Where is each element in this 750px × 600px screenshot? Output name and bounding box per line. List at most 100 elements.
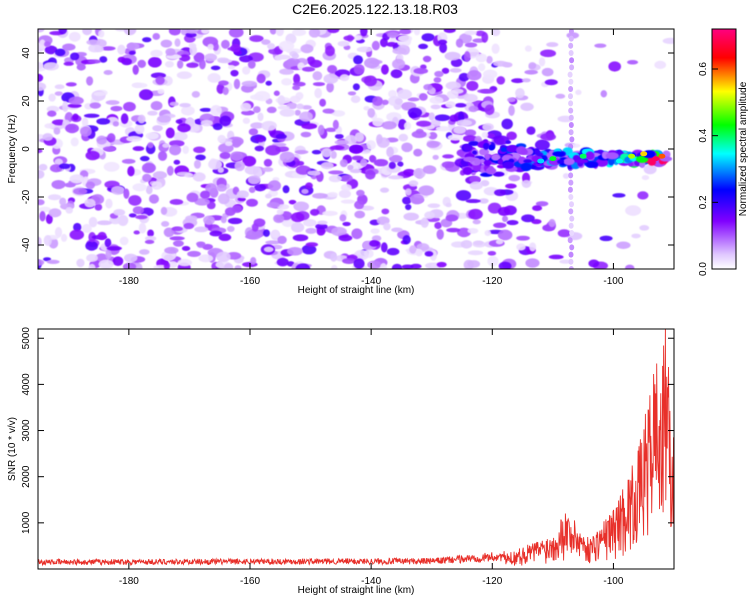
heatmap-noise-cell bbox=[141, 162, 156, 173]
heatmap-noise-cell bbox=[275, 29, 284, 37]
heatmap-noise-cell bbox=[281, 78, 293, 86]
heatmap-noise-cell bbox=[277, 105, 290, 110]
heatmap-noise-cell bbox=[538, 57, 546, 67]
heatmap-noise-cell bbox=[432, 154, 439, 160]
heatmap-noise-cell bbox=[305, 242, 319, 247]
heatmap-noise-cell bbox=[325, 45, 335, 57]
heatmap-noise-cell bbox=[463, 51, 471, 62]
heatmap-noise-cell bbox=[420, 217, 429, 228]
heatmap-noise-cell bbox=[416, 243, 430, 251]
snr-chart: -180 -160 -140 -120 -100 1000 2000 3000 4000 500… bbox=[7, 327, 675, 596]
heatmap-noise-cell bbox=[386, 247, 400, 256]
snr-y-axis-label: SNR (10 * v/v) bbox=[7, 417, 18, 481]
heatmap-noise-cell bbox=[89, 102, 101, 109]
heatmap-noise-cell bbox=[201, 29, 210, 34]
heatmap-noise-cell bbox=[59, 197, 67, 206]
heatmap-noise-cell bbox=[177, 123, 191, 133]
heatmap-noise-cell bbox=[360, 29, 368, 37]
heatmap-noise-cell bbox=[292, 234, 309, 242]
heatmap-noise-cell bbox=[155, 76, 165, 85]
heatmap-noise-cell bbox=[195, 154, 206, 161]
heatmap-noise-cell bbox=[339, 159, 348, 168]
heatmap-noise-cell bbox=[65, 123, 79, 134]
heatmap-noise-cell bbox=[443, 29, 456, 33]
heatmap-noise-cell bbox=[132, 206, 144, 215]
heatmap-noise-cell bbox=[529, 242, 537, 252]
heatmap-noise-cell bbox=[413, 29, 421, 36]
heatmap-noise-cell bbox=[339, 74, 350, 82]
heatmap-noise-cell bbox=[85, 240, 98, 251]
heatmap-noise-cell bbox=[305, 227, 317, 234]
heatmap-noise-cell bbox=[174, 38, 181, 47]
heatmap-y-tick-label: 0 bbox=[21, 146, 32, 152]
heatmap-noise-cell bbox=[506, 131, 517, 141]
heatmap-noise-cell bbox=[447, 134, 464, 141]
heatmap-noise-cell bbox=[464, 30, 477, 36]
heatmap-noise-cell bbox=[267, 180, 282, 192]
heatmap-noise-cell bbox=[305, 182, 313, 189]
heatmap-noise-cell bbox=[122, 262, 137, 269]
heatmap-noise-cell bbox=[331, 226, 347, 237]
heatmap-noise-cell bbox=[94, 203, 103, 211]
heatmap-noise-cell bbox=[105, 248, 112, 260]
heatmap-signal-cell bbox=[506, 144, 518, 153]
heatmap-noise-cell bbox=[301, 123, 318, 130]
heatmap-noise-cell bbox=[226, 225, 235, 233]
heatmap-noise-cell bbox=[38, 169, 45, 179]
heatmap-noise-cell bbox=[46, 105, 60, 113]
heatmap-signal-cell bbox=[523, 159, 533, 164]
heatmap-noise-cell bbox=[520, 102, 534, 111]
colorbar bbox=[711, 28, 737, 270]
heatmap-noise-cell bbox=[383, 222, 391, 231]
colorbar-label: Normalized spectral amplitude bbox=[738, 81, 749, 216]
heatmap-noise-cell bbox=[296, 160, 305, 166]
colorbar-tick-label: 0.4 bbox=[698, 128, 709, 142]
heatmap-noise-cell bbox=[48, 93, 56, 102]
heatmap-noise-cell bbox=[212, 42, 219, 51]
heatmap-noise-cell bbox=[445, 202, 452, 208]
heatmap-noise-cell bbox=[511, 78, 524, 84]
heatmap-noise-cell bbox=[418, 93, 428, 101]
heatmap-noise-cell bbox=[175, 119, 183, 124]
heatmap-noise-cell bbox=[160, 206, 168, 215]
heatmap-noise-cell bbox=[410, 193, 424, 205]
heatmap-signal-cell bbox=[497, 158, 504, 165]
heatmap-noise-cell bbox=[363, 106, 370, 111]
heatmap-noise-cell bbox=[137, 59, 147, 68]
heatmap-artifact-cell bbox=[568, 86, 574, 92]
heatmap-noise-cell bbox=[286, 246, 303, 256]
heatmap-noise-cell bbox=[616, 241, 631, 249]
heatmap-noise-cell bbox=[624, 264, 635, 269]
heatmap-noise-cell bbox=[212, 123, 223, 131]
heatmap-signal-cell bbox=[518, 156, 526, 165]
heatmap-noise-cell bbox=[379, 262, 388, 269]
heatmap-noise-cell bbox=[627, 59, 639, 65]
heatmap-noise-cell bbox=[199, 59, 206, 70]
heatmap-artifact-cell bbox=[568, 172, 574, 179]
heatmap-signal-cell bbox=[474, 158, 482, 166]
heatmap-noise-cell bbox=[369, 240, 380, 247]
heatmap-noise-cell bbox=[347, 164, 354, 171]
heatmap-noise-cell bbox=[492, 60, 508, 67]
heatmap-artifact-cell bbox=[568, 251, 574, 258]
heatmap-noise-cell bbox=[265, 193, 272, 199]
heatmap-noise-cell bbox=[467, 260, 481, 268]
heatmap-noise-cell bbox=[231, 138, 242, 148]
heatmap-noise-cell bbox=[329, 145, 345, 151]
heatmap-noise-cell bbox=[365, 170, 376, 180]
heatmap-noise-cell bbox=[388, 154, 403, 163]
heatmap-noise-cell bbox=[144, 239, 155, 245]
heatmap-noise-cell bbox=[248, 186, 256, 194]
heatmap-x-ticks: -180 -160 -140 -120 -100 bbox=[119, 29, 624, 287]
heatmap-noise-cell bbox=[39, 210, 46, 222]
heatmap-noise-cell bbox=[600, 90, 608, 98]
snr-y-tick-label: 2000 bbox=[21, 465, 32, 488]
heatmap-y-tick-label: 40 bbox=[21, 47, 32, 59]
heatmap-noise-cell bbox=[407, 107, 423, 118]
heatmap-noise-cell bbox=[397, 161, 404, 167]
heatmap-noise-cell bbox=[482, 123, 494, 131]
heatmap-noise-cell bbox=[254, 135, 266, 143]
heatmap-noise-cell bbox=[290, 222, 305, 233]
heatmap-noise-cell bbox=[127, 42, 136, 51]
heatmap-noise-cell bbox=[230, 69, 239, 77]
